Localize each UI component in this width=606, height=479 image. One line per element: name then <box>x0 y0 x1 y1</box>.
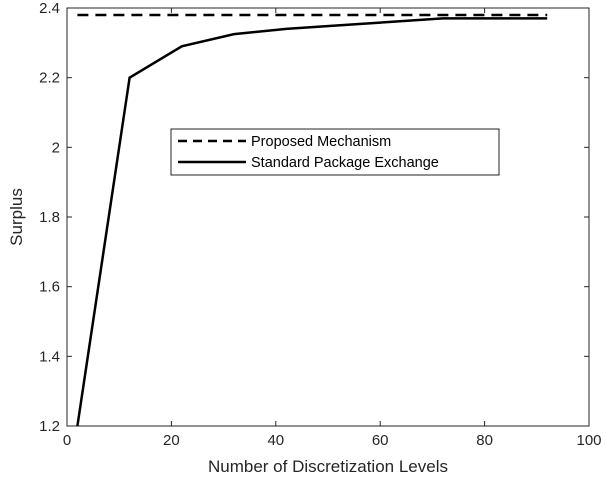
y-axis-label: Surplus <box>7 188 26 246</box>
x-tick-label: 40 <box>267 432 284 449</box>
series-line-standard-package-exchange <box>76 17 548 427</box>
y-tick-label: 1.6 <box>39 279 60 296</box>
legend-label-proposed-mechanism: Proposed Mechanism <box>251 134 391 150</box>
x-tick-label: 0 <box>63 432 71 449</box>
legend-label-standard-package-exchange: Standard Package Exchange <box>251 155 439 171</box>
x-tick-label: 60 <box>372 432 389 449</box>
x-axis-label: Number of Discretization Levels <box>208 457 448 476</box>
y-tick-label: 2.4 <box>39 0 60 17</box>
legend-box <box>170 128 500 176</box>
y-tick-label: 1.4 <box>39 348 60 365</box>
plot-area <box>66 7 590 427</box>
x-tick-label: 100 <box>576 432 601 449</box>
y-tick-label: 1.2 <box>39 418 60 435</box>
y-tick-label: 2 <box>52 139 60 156</box>
y-tick-label: 2.2 <box>39 70 60 87</box>
y-tick-label: 1.8 <box>39 209 60 226</box>
x-tick-label: 20 <box>163 432 180 449</box>
legend: Proposed Mechanism Standard Package Exch… <box>170 128 500 176</box>
x-tick-label: 80 <box>476 432 493 449</box>
